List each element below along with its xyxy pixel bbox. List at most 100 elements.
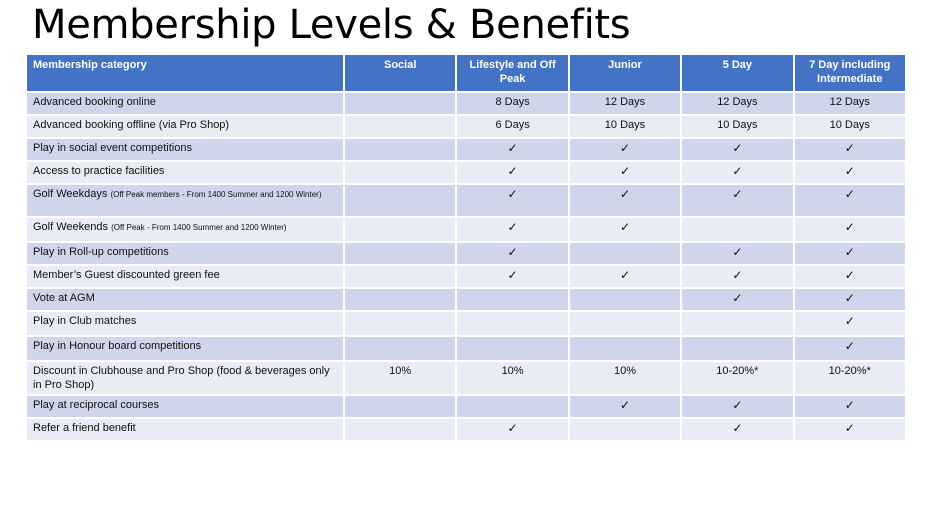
benefit-label-text: Advanced booking online (33, 96, 156, 108)
check-icon: ✓ (680, 264, 795, 289)
check-icon: ✓ (567, 160, 683, 185)
check-icon: ✓ (792, 394, 907, 419)
benefit-label-text: Golf Weekends (33, 221, 109, 233)
header-5-day: 5 Day (680, 53, 795, 93)
benefit-label: Access to practice facilities (25, 160, 345, 185)
benefit-label-text: Member’s Guest discounted green fee (33, 269, 220, 281)
benefit-value (567, 310, 683, 337)
benefit-label-text: Play in Club matches (33, 315, 137, 327)
benefit-value: 8 Days (455, 91, 570, 116)
benefit-value (342, 394, 458, 419)
benefit-value (342, 183, 458, 218)
benefit-label: Play in Honour board competitions (25, 335, 345, 362)
benefit-label-text: Play in Honour board competitions (33, 340, 202, 352)
benefit-value (680, 335, 795, 362)
benefit-label: Golf Weekdays (Off Peak members - From 1… (25, 183, 345, 218)
header-social: Social (342, 53, 458, 93)
check-icon: ✓ (792, 287, 907, 312)
benefit-label: Advanced booking offline (via Pro Shop) (25, 114, 345, 139)
benefit-value: 10 Days (792, 114, 907, 139)
table-row: Golf Weekends (Off Peak - From 1400 Summ… (25, 216, 907, 243)
page-title: Membership Levels & Benefits (32, 2, 631, 48)
benefit-label-text: Refer a friend benefit (33, 422, 136, 434)
check-icon: ✓ (455, 160, 570, 185)
benefit-value (455, 394, 570, 419)
table-header-row: Membership category Social Lifestyle and… (25, 53, 907, 93)
benefit-label-text: Play in Roll-up competitions (33, 246, 169, 258)
benefit-label-text: Golf Weekdays (33, 188, 108, 200)
table-row: Play in social event competitions ✓ ✓ ✓ ✓ (25, 137, 907, 162)
benefit-note: (Off Peak - From 1400 Summer and 1200 Wi… (111, 223, 287, 232)
benefit-value: 12 Days (680, 91, 795, 116)
benefit-value (342, 417, 458, 442)
check-icon: ✓ (792, 241, 907, 266)
benefit-label: Golf Weekends (Off Peak - From 1400 Summ… (25, 216, 345, 243)
check-icon: ✓ (567, 394, 683, 419)
check-icon: ✓ (567, 137, 683, 162)
benefit-label-text: Vote at AGM (33, 292, 95, 304)
check-icon: ✓ (680, 394, 795, 419)
check-icon: ✓ (455, 137, 570, 162)
header-7-day: 7 Day including Intermediate (792, 53, 907, 93)
benefit-label: Advanced booking online (25, 91, 345, 116)
benefit-value (455, 287, 570, 312)
benefit-value (342, 287, 458, 312)
benefit-value (455, 335, 570, 362)
benefit-value (567, 417, 683, 442)
benefit-value: 10-20%* (792, 360, 907, 396)
check-icon: ✓ (567, 264, 683, 289)
benefit-value (342, 91, 458, 116)
benefit-label-text: Advanced booking offline (via Pro Shop) (33, 119, 230, 131)
check-icon: ✓ (792, 335, 907, 362)
benefit-value (342, 335, 458, 362)
table-row: Golf Weekdays (Off Peak members - From 1… (25, 183, 907, 218)
benefit-value (680, 310, 795, 337)
benefit-value (342, 137, 458, 162)
benefit-label-text: Access to practice facilities (33, 165, 165, 177)
check-icon: ✓ (680, 160, 795, 185)
benefit-value (342, 216, 458, 243)
check-icon: ✓ (792, 264, 907, 289)
benefit-value: 10% (567, 360, 683, 396)
benefit-label: Vote at AGM (25, 287, 345, 312)
benefit-value: 12 Days (567, 91, 683, 116)
check-icon: ✓ (792, 310, 907, 337)
benefit-value (342, 160, 458, 185)
benefit-value (455, 310, 570, 337)
table-row: Play in Club matches ✓ (25, 310, 907, 337)
table-row: Refer a friend benefit ✓ ✓ ✓ (25, 417, 907, 442)
benefit-value (680, 216, 795, 243)
check-icon: ✓ (680, 417, 795, 442)
table-row: Play in Roll-up competitions ✓ ✓ ✓ (25, 241, 907, 266)
table-row: Discount in Clubhouse and Pro Shop (food… (25, 360, 907, 396)
benefit-label: Play in social event competitions (25, 137, 345, 162)
benefit-value (567, 287, 683, 312)
check-icon: ✓ (792, 183, 907, 218)
benefit-value (342, 114, 458, 139)
header-junior: Junior (567, 53, 683, 93)
check-icon: ✓ (792, 417, 907, 442)
check-icon: ✓ (680, 287, 795, 312)
header-lifestyle-off-peak: Lifestyle and Off Peak (455, 53, 570, 93)
benefit-value: 10-20%* (680, 360, 795, 396)
benefit-note: (Off Peak members - From 1400 Summer and… (110, 190, 322, 199)
table-row: Vote at AGM ✓ ✓ (25, 287, 907, 312)
check-icon: ✓ (567, 216, 683, 243)
table-row: Advanced booking online 8 Days 12 Days 12 D… (25, 91, 907, 116)
benefit-label: Play in Roll-up competitions (25, 241, 345, 266)
check-icon: ✓ (792, 160, 907, 185)
check-icon: ✓ (455, 183, 570, 218)
check-icon: ✓ (680, 241, 795, 266)
benefit-label-text: Discount in Clubhouse and Pro Shop (food… (33, 365, 330, 391)
benefit-label: Refer a friend benefit (25, 417, 345, 442)
benefit-value (567, 335, 683, 362)
benefit-value: 10 Days (680, 114, 795, 139)
benefit-value (567, 241, 683, 266)
header-membership-category: Membership category (25, 53, 345, 93)
benefit-label-text: Play at reciprocal courses (33, 399, 159, 411)
membership-benefits-table: Membership category Social Lifestyle and… (25, 53, 907, 442)
check-icon: ✓ (455, 216, 570, 243)
check-icon: ✓ (455, 417, 570, 442)
check-icon: ✓ (567, 183, 683, 218)
check-icon: ✓ (455, 241, 570, 266)
